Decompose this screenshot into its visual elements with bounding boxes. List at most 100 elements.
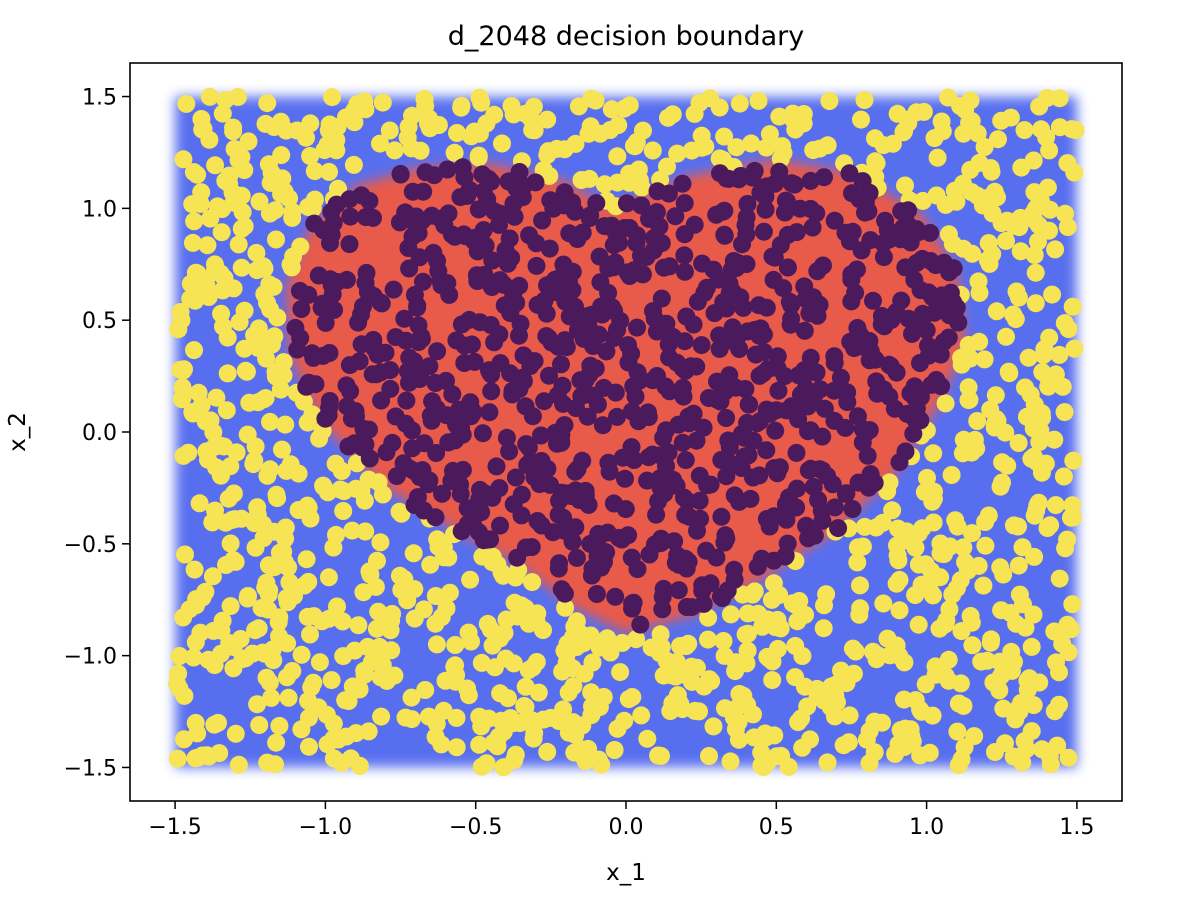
outside-class-point (212, 304, 231, 323)
outside-class-point (927, 186, 946, 205)
outside-class-point (523, 573, 542, 592)
inside-class-point (599, 453, 618, 472)
outside-class-point (727, 138, 746, 157)
outside-class-point (668, 144, 687, 163)
outside-class-point (188, 165, 207, 184)
outside-class-point (301, 625, 319, 644)
inside-class-point (776, 546, 795, 565)
inside-class-point (523, 407, 542, 426)
outside-class-point (414, 600, 433, 619)
outside-class-point (959, 378, 978, 397)
outside-class-point (225, 140, 244, 158)
inside-class-point (473, 424, 492, 443)
inside-class-point (504, 194, 523, 213)
inside-class-point (758, 360, 777, 379)
outside-class-point (369, 602, 388, 621)
inside-class-point (657, 314, 676, 333)
outside-class-point (916, 555, 935, 574)
inside-class-point (556, 292, 575, 311)
inside-class-point (903, 324, 921, 343)
outside-class-point (744, 705, 762, 724)
outside-class-point (226, 724, 245, 743)
outside-class-point (565, 617, 584, 636)
outside-class-point (217, 401, 236, 420)
outside-class-point (297, 128, 315, 147)
outside-class-point (258, 94, 277, 113)
outside-class-point (1064, 451, 1083, 470)
outside-class-point (557, 653, 576, 672)
inside-class-point (707, 548, 726, 567)
outside-class-point (176, 545, 194, 564)
outside-class-point (473, 547, 492, 566)
outside-class-point (186, 291, 205, 310)
outside-class-point (970, 283, 989, 302)
x-tick-label: −1.0 (299, 815, 352, 840)
outside-class-point (943, 585, 962, 604)
outside-class-point (334, 647, 353, 666)
outside-class-point (341, 749, 360, 768)
outside-class-point (190, 494, 209, 513)
outside-class-point (1013, 753, 1032, 772)
outside-class-point (334, 502, 353, 520)
inside-class-point (675, 262, 694, 281)
outside-class-point (270, 716, 289, 735)
inside-class-point (805, 387, 823, 406)
outside-class-point (465, 122, 484, 141)
outside-class-point (239, 132, 258, 151)
inside-class-point (720, 283, 739, 302)
inside-class-point (804, 477, 823, 496)
outside-class-point (979, 506, 998, 525)
inside-class-point (744, 431, 763, 450)
inside-class-point (652, 529, 671, 548)
inside-class-point (931, 345, 950, 364)
outside-class-point (481, 620, 500, 639)
outside-class-point (650, 644, 669, 662)
outside-class-point (297, 550, 316, 569)
outside-class-point (250, 192, 269, 211)
outside-class-point (643, 141, 662, 160)
outside-class-point (983, 204, 1002, 223)
inside-class-point (453, 158, 472, 177)
outside-class-point (229, 235, 248, 254)
inside-class-point (939, 328, 958, 347)
outside-class-point (743, 585, 762, 604)
outside-class-point (184, 648, 203, 667)
inside-class-point (922, 375, 941, 394)
outside-class-point (301, 509, 320, 528)
outside-class-point (458, 679, 477, 698)
outside-class-point (1009, 556, 1028, 575)
outside-class-point (305, 162, 324, 181)
outside-class-point (201, 209, 220, 228)
inside-class-point (840, 164, 859, 183)
outside-class-point (685, 701, 704, 720)
outside-class-point (229, 87, 247, 106)
outside-class-point (569, 743, 588, 761)
outside-class-point (248, 498, 267, 517)
outside-class-point (204, 621, 223, 640)
outside-class-point (256, 114, 275, 133)
inside-class-point (640, 545, 659, 564)
inside-class-point (712, 507, 731, 526)
inside-class-point (426, 508, 445, 527)
inside-class-point (563, 532, 582, 551)
inside-class-point (675, 194, 694, 213)
outside-class-point (276, 415, 295, 434)
inside-class-point (780, 488, 798, 507)
outside-class-point (188, 724, 207, 743)
outside-class-point (825, 707, 844, 726)
inside-class-point (801, 348, 820, 367)
inside-class-point (782, 309, 801, 328)
inside-class-point (444, 461, 462, 480)
outside-class-point (757, 138, 776, 157)
outside-class-point (556, 598, 575, 617)
outside-class-point (415, 90, 434, 108)
inside-class-point (746, 345, 765, 364)
inside-class-point (604, 258, 623, 277)
inside-class-point (595, 217, 614, 236)
outside-class-point (583, 653, 602, 672)
outside-class-point (1059, 643, 1078, 662)
outside-class-point (230, 313, 249, 332)
inside-class-point (587, 585, 606, 603)
inside-class-point (612, 530, 631, 549)
outside-class-point (421, 555, 440, 574)
